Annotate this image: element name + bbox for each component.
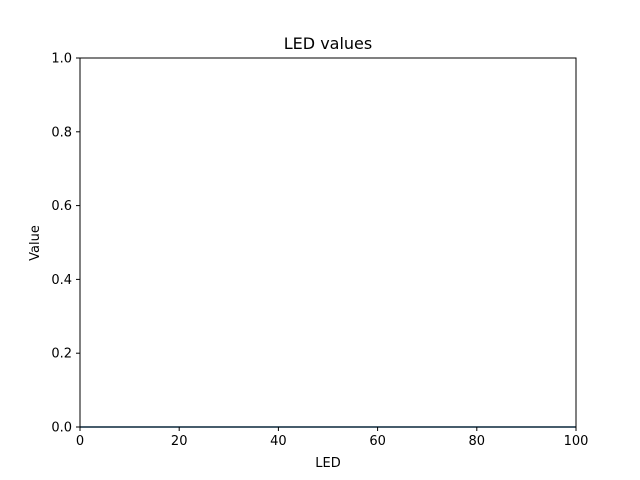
x-axis: 0 20 40 60 80 100 — [76, 427, 589, 449]
chart-title: LED values — [284, 34, 372, 53]
y-axis-label: Value — [28, 225, 43, 261]
y-tick-label: 0.2 — [51, 347, 72, 362]
y-tick-label: 0.8 — [51, 125, 72, 140]
x-tick-label: 40 — [270, 434, 287, 449]
y-axis: 0.0 0.2 0.4 0.6 0.8 1.0 — [51, 52, 80, 436]
x-tick-label: 20 — [171, 434, 188, 449]
plot-frame — [79, 57, 577, 428]
y-tick-label: 0.6 — [51, 199, 72, 214]
x-tick-label: 100 — [564, 434, 589, 449]
x-tick-label: 0 — [76, 434, 84, 449]
y-tick-label: 1.0 — [51, 52, 72, 67]
x-tick-label: 80 — [469, 434, 486, 449]
y-tick-label: 0.4 — [51, 273, 72, 288]
x-tick-label: 60 — [369, 434, 386, 449]
x-axis-label: LED — [315, 456, 340, 471]
y-tick-label: 0.0 — [51, 421, 72, 436]
plot-area — [79, 57, 577, 428]
